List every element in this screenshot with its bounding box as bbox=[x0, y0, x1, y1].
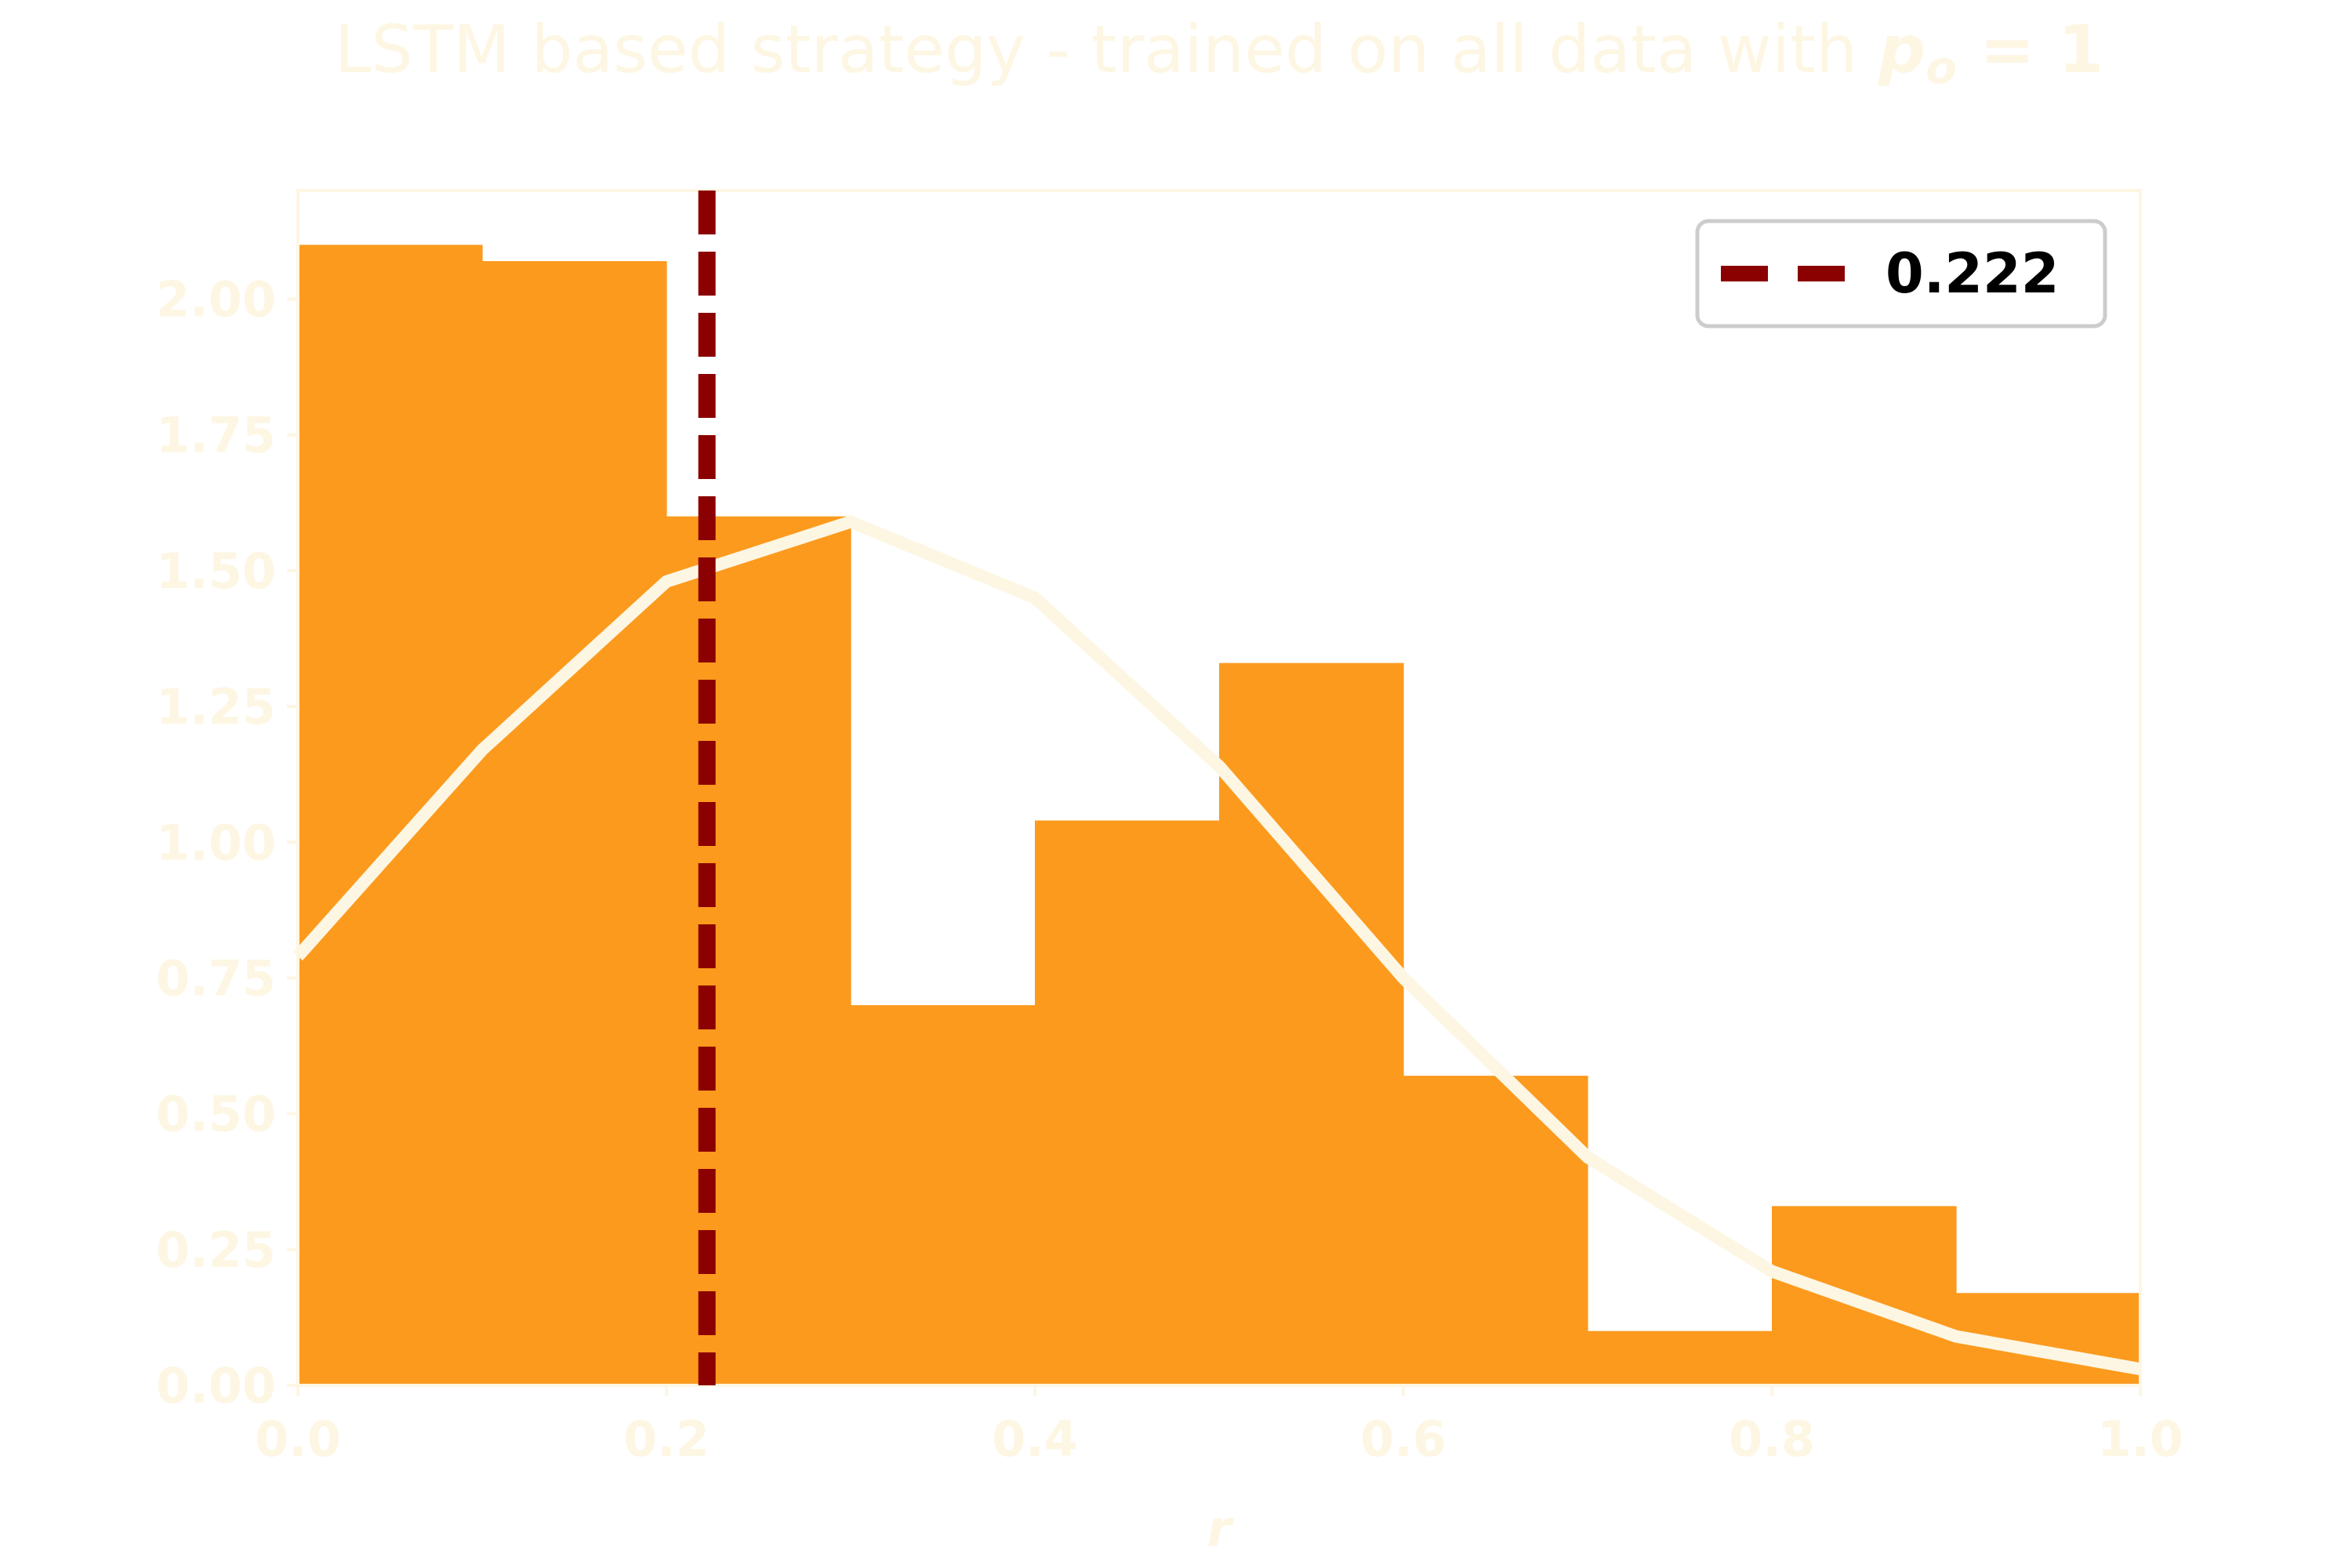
axes-frame bbox=[296, 189, 2142, 1387]
y-tick-label: 1.25 bbox=[156, 678, 276, 735]
chart-title-math-rest: = 1 bbox=[1957, 11, 2103, 88]
legend-box bbox=[1695, 219, 2107, 328]
histogram-bar bbox=[1219, 662, 1404, 1385]
y-tick-label: 0.25 bbox=[156, 1221, 276, 1279]
chart-title-math-sub: o bbox=[1926, 41, 1957, 94]
histogram-bar bbox=[298, 245, 483, 1386]
y-tick-label: 1.00 bbox=[156, 814, 276, 871]
y-tick-label: 1.50 bbox=[156, 543, 276, 600]
plot-area: 0.0 0.2 0.4 0.6 0.8 1.0 0.00 0.25 0.50 0.75 1.00 1.… bbox=[156, 189, 2183, 1468]
y-tick-label: 0.50 bbox=[156, 1086, 276, 1143]
histogram-bar bbox=[482, 261, 667, 1385]
histogram-bar bbox=[1772, 1206, 1957, 1385]
x-tick-label: 0.0 bbox=[255, 1410, 341, 1468]
histogram-bar bbox=[1035, 820, 1220, 1385]
histogram-bar bbox=[666, 516, 851, 1385]
legend-label: 0.222 bbox=[1886, 241, 2059, 306]
y-tick-label: 2.00 bbox=[156, 271, 276, 328]
chart-title-text: LSTM based strategy - trained on all dat… bbox=[335, 11, 1878, 88]
x-axis-label: r bbox=[1207, 1501, 1234, 1559]
x-tick-label: 0.4 bbox=[992, 1410, 1078, 1468]
x-tick-label: 0.8 bbox=[1729, 1410, 1815, 1468]
y-tick-label: 1.75 bbox=[156, 407, 276, 464]
histogram-bar bbox=[851, 1005, 1036, 1385]
x-tick-label: 0.6 bbox=[1360, 1410, 1446, 1468]
x-tick-label: 0.2 bbox=[623, 1410, 710, 1468]
x-tick-label: 1.0 bbox=[2097, 1410, 2183, 1468]
histogram-bar bbox=[1588, 1330, 1773, 1385]
y-tick-label: 0.75 bbox=[156, 949, 276, 1007]
y-tick-label: 0.00 bbox=[156, 1357, 276, 1414]
density-curve bbox=[293, 515, 2142, 1376]
chart-title-math: p bbox=[1878, 11, 1926, 88]
chart-title: LSTM based strategy - trained on all dat… bbox=[335, 11, 2104, 94]
